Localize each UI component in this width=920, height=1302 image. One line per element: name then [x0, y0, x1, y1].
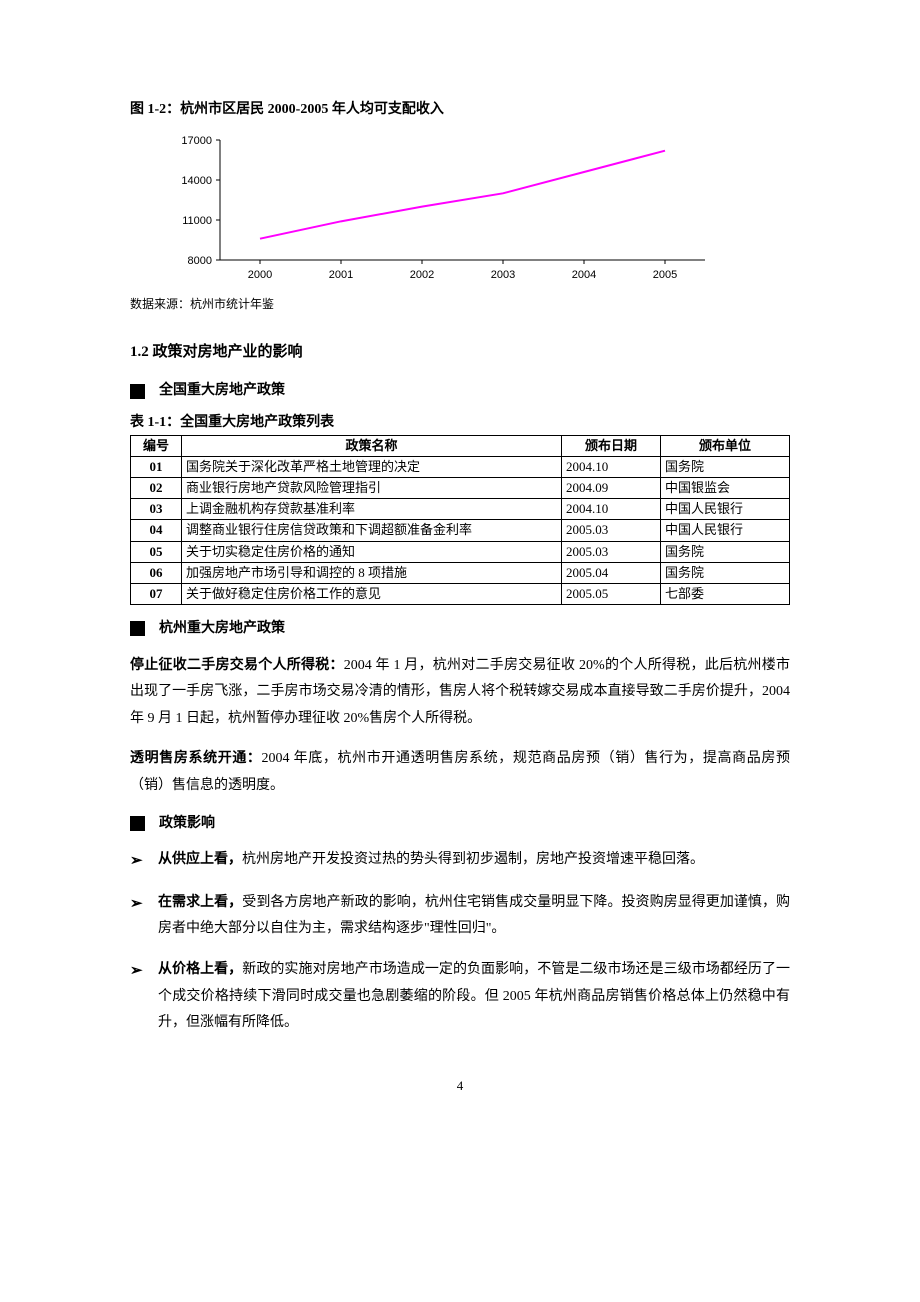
cell-date: 2005.05	[562, 583, 661, 604]
svg-text:2001: 2001	[329, 269, 353, 281]
bullet-label: 杭州重大房地产政策	[159, 619, 285, 639]
svg-text:2005: 2005	[653, 269, 677, 281]
table-row: 04调整商业银行住房信贷政策和下调超额准备金利率2005.03中国人民银行	[131, 520, 790, 541]
figure-caption: 图 1-2：杭州市区居民 2000-2005 年人均可支配收入	[130, 100, 790, 120]
cell-date: 2004.09	[562, 477, 661, 498]
bullet-policy-impact: 政策影响	[130, 814, 790, 834]
square-bullet-icon	[130, 621, 145, 636]
arrow-icon: ➢	[130, 847, 158, 876]
table-row: 07关于做好稳定住房价格工作的意见2005.05七部委	[131, 583, 790, 604]
square-bullet-icon	[130, 816, 145, 831]
svg-text:2003: 2003	[491, 269, 515, 281]
th-org: 颁布单位	[661, 435, 790, 456]
cell-name: 关于做好稳定住房价格工作的意见	[182, 583, 562, 604]
svg-text:2000: 2000	[248, 269, 272, 281]
cell-org: 中国银监会	[661, 477, 790, 498]
cell-org: 国务院	[661, 541, 790, 562]
line-chart-svg: 8000 11000 14000 17000 2000 2001 2002 2003 2004 2…	[160, 130, 720, 290]
cell-date: 2005.03	[562, 541, 661, 562]
table-row: 02商业银行房地产贷款风险管理指引2004.09中国银监会	[131, 477, 790, 498]
bullet-hangzhou-policy: 杭州重大房地产政策	[130, 619, 790, 639]
para-lead: 透明售房系统开通：	[130, 751, 262, 766]
bullet-national-policy: 全国重大房地产政策	[130, 381, 790, 401]
arrow-rest: 杭州房地产开发投资过热的势头得到初步遏制，房地产投资增速平稳回落。	[242, 852, 704, 867]
paragraph-tax: 停止征收二手房交易个人所得税：2004 年 1 月，杭州对二手房交易征收 20%…	[130, 653, 790, 733]
cell-num: 07	[131, 583, 182, 604]
th-date: 颁布日期	[562, 435, 661, 456]
arrow-item-supply: ➢ 从供应上看，杭州房地产开发投资过热的势头得到初步遏制，房地产投资增速平稳回落…	[130, 847, 790, 876]
cell-date: 2004.10	[562, 456, 661, 477]
arrow-rest: 受到各方房地产新政的影响，杭州住宅销售成交量明显下降。投资购房显得更加谨慎，购房…	[158, 895, 790, 937]
cell-name: 上调金融机构存贷款基准利率	[182, 499, 562, 520]
arrow-body: 在需求上看，受到各方房地产新政的影响，杭州住宅销售成交量明显下降。投资购房显得更…	[158, 890, 790, 943]
cell-name: 国务院关于深化改革严格土地管理的决定	[182, 456, 562, 477]
svg-text:8000: 8000	[188, 255, 212, 267]
arrow-body: 从供应上看，杭州房地产开发投资过热的势头得到初步遏制，房地产投资增速平稳回落。	[158, 847, 790, 876]
cell-num: 06	[131, 562, 182, 583]
cell-num: 05	[131, 541, 182, 562]
table-row: 06加强房地产市场引导和调控的 8 项措施2005.04国务院	[131, 562, 790, 583]
cell-org: 国务院	[661, 562, 790, 583]
cell-date: 2005.04	[562, 562, 661, 583]
cell-org: 国务院	[661, 456, 790, 477]
arrow-lead: 从供应上看，	[158, 852, 242, 867]
arrow-lead: 在需求上看，	[158, 895, 242, 910]
cell-org: 中国人民银行	[661, 520, 790, 541]
cell-date: 2005.03	[562, 520, 661, 541]
bullet-label: 政策影响	[159, 814, 215, 834]
policy-table: 编号 政策名称 颁布日期 颁布单位 01国务院关于深化改革严格土地管理的决定20…	[130, 435, 790, 606]
cell-date: 2004.10	[562, 499, 661, 520]
table-row: 01国务院关于深化改革严格土地管理的决定2004.10国务院	[131, 456, 790, 477]
arrow-lead: 从价格上看，	[158, 962, 242, 977]
cell-name: 调整商业银行住房信贷政策和下调超额准备金利率	[182, 520, 562, 541]
income-line-chart: 8000 11000 14000 17000 2000 2001 2002 2003 2004 2…	[160, 130, 790, 290]
cell-name: 商业银行房地产贷款风险管理指引	[182, 477, 562, 498]
page-number: 4	[130, 1077, 790, 1095]
svg-text:14000: 14000	[181, 175, 212, 187]
figure-source: 数据来源：杭州市统计年鉴	[130, 296, 790, 313]
cell-num: 02	[131, 477, 182, 498]
svg-text:2002: 2002	[410, 269, 434, 281]
svg-text:17000: 17000	[181, 135, 212, 147]
table-caption: 表 1-1：全国重大房地产政策列表	[130, 413, 790, 433]
table-row: 03上调金融机构存贷款基准利率2004.10中国人民银行	[131, 499, 790, 520]
bullet-label: 全国重大房地产政策	[159, 381, 285, 401]
arrow-item-demand: ➢ 在需求上看，受到各方房地产新政的影响，杭州住宅销售成交量明显下降。投资购房显…	[130, 890, 790, 943]
arrow-item-price: ➢ 从价格上看，新政的实施对房地产市场造成一定的负面影响，不管是二级市场还是三级…	[130, 957, 790, 1037]
arrow-body: 从价格上看，新政的实施对房地产市场造成一定的负面影响，不管是二级市场还是三级市场…	[158, 957, 790, 1037]
svg-text:11000: 11000	[182, 215, 212, 227]
cell-num: 04	[131, 520, 182, 541]
th-num: 编号	[131, 435, 182, 456]
para-lead: 停止征收二手房交易个人所得税：	[130, 658, 344, 673]
arrow-icon: ➢	[130, 957, 158, 1037]
cell-name: 加强房地产市场引导和调控的 8 项措施	[182, 562, 562, 583]
table-header-row: 编号 政策名称 颁布日期 颁布单位	[131, 435, 790, 456]
table-row: 05关于切实稳定住房价格的通知2005.03国务院	[131, 541, 790, 562]
cell-org: 七部委	[661, 583, 790, 604]
th-name: 政策名称	[182, 435, 562, 456]
cell-org: 中国人民银行	[661, 499, 790, 520]
cell-num: 03	[131, 499, 182, 520]
cell-num: 01	[131, 456, 182, 477]
square-bullet-icon	[130, 384, 145, 399]
arrow-icon: ➢	[130, 890, 158, 943]
svg-text:2004: 2004	[572, 269, 596, 281]
arrow-rest: 新政的实施对房地产市场造成一定的负面影响，不管是二级市场还是三级市场都经历了一个…	[158, 962, 790, 1030]
section-heading: 1.2 政策对房地产业的影响	[130, 342, 790, 363]
paragraph-transparent-system: 透明售房系统开通：2004 年底，杭州市开通透明售房系统，规范商品房预（销）售行…	[130, 746, 790, 799]
cell-name: 关于切实稳定住房价格的通知	[182, 541, 562, 562]
